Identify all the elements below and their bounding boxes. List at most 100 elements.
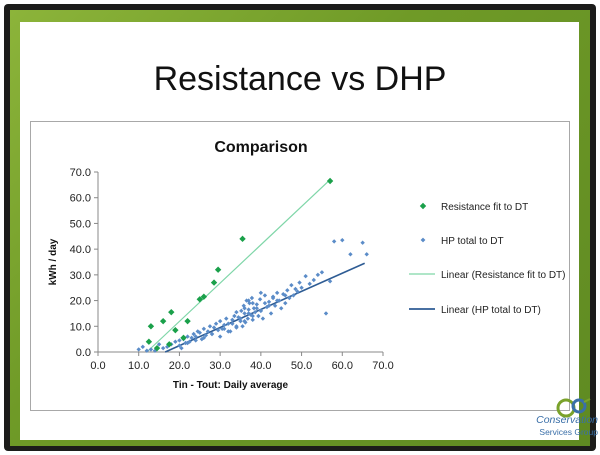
hp-data-point	[191, 331, 196, 337]
hp-data-point	[262, 300, 268, 306]
legend-resistance-trend-label: Linear (Resistance fit to DT)	[441, 270, 566, 281]
x-tick-label: 40.0	[250, 360, 271, 372]
resistance-data-point	[184, 317, 191, 325]
hp-data-point	[203, 333, 209, 338]
hp-data-point	[331, 239, 337, 244]
resistance-data-point	[145, 338, 153, 345]
hp-data-point	[264, 304, 270, 310]
hp-data-point	[293, 286, 298, 292]
hp-trendline	[164, 262, 366, 353]
resistance-data-point	[147, 323, 155, 330]
logo-text-conservation: Conservation	[536, 414, 598, 426]
resistance-data-point	[168, 308, 175, 316]
x-tick-label: 60.0	[332, 360, 353, 372]
hp-data-point	[240, 324, 245, 329]
x-axis-title: Tin - Tout: Daily average	[173, 380, 289, 391]
hp-data-point	[291, 293, 296, 298]
hp-data-point	[323, 311, 329, 316]
hp-data-point	[266, 299, 272, 305]
hp-data-point	[266, 303, 272, 308]
hp-data-point	[327, 279, 333, 284]
chart-container: Comparison 0.0 10.0 20.0 30.0 40.0 50.0 60.0 70.…	[30, 121, 570, 411]
hp-data-point	[222, 322, 227, 328]
hp-data-point	[234, 324, 239, 329]
y-tick-label: 10.0	[70, 321, 91, 333]
hp-data-point	[217, 318, 223, 324]
hp-data-point	[193, 338, 198, 343]
hp-data-point	[274, 290, 280, 296]
hp-data-point	[283, 293, 288, 298]
hp-data-point	[246, 311, 251, 316]
resistance-data-point	[326, 177, 334, 185]
hp-data-point	[287, 295, 292, 301]
hp-data-point	[364, 252, 369, 257]
y-tick-label: 20.0	[70, 296, 91, 308]
hp-data-point	[272, 303, 278, 308]
hp-data-point	[260, 316, 266, 321]
hp-data-point	[283, 300, 288, 306]
resistance-data-point	[214, 266, 222, 273]
hp-data-point	[211, 325, 217, 330]
hp-data-point	[226, 321, 231, 326]
legend-hp-marker	[420, 237, 426, 243]
hp-data-point	[257, 297, 263, 302]
hp-data-point	[279, 306, 284, 311]
resistance-data-point	[159, 317, 167, 325]
resistance-data-point	[196, 296, 203, 303]
hp-data-point	[234, 309, 239, 315]
hp-data-point	[251, 306, 257, 311]
hp-data-point	[256, 313, 261, 319]
resistance-data-point	[200, 293, 208, 300]
hp-data-point	[177, 338, 182, 343]
csg-logo-icon	[556, 398, 591, 418]
hp-data-point	[246, 307, 251, 312]
hp-data-point	[144, 348, 150, 353]
resistance-data-point	[239, 235, 246, 243]
hp-data-point	[173, 339, 178, 344]
resistance-trendline	[146, 179, 331, 353]
hp-data-point	[246, 298, 251, 303]
resistance-data-point	[166, 341, 173, 348]
hp-data-point	[295, 289, 300, 294]
comparison-chart: Comparison 0.0 10.0 20.0 30.0 40.0 50.0 60.0 70.…	[48, 139, 566, 391]
hp-data-point	[348, 252, 353, 257]
hp-data-point	[268, 311, 274, 316]
hp-data-point	[156, 342, 162, 347]
y-tick-label: 40.0	[70, 244, 91, 256]
hp-data-point	[197, 330, 202, 335]
hp-data-point	[319, 270, 325, 275]
x-tick-label: 30.0	[209, 360, 230, 372]
hp-data-point	[250, 313, 255, 319]
y-tick-label: 50.0	[70, 218, 91, 230]
hp-data-point	[258, 290, 264, 296]
x-tick-label: 10.0	[128, 360, 149, 372]
hp-data-point	[250, 300, 255, 306]
x-tick-label: 20.0	[169, 360, 190, 372]
hp-data-point	[242, 318, 247, 324]
hp-data-point	[242, 311, 247, 316]
slide-title: Resistance vs DHP	[153, 60, 447, 98]
hp-data-point	[209, 331, 215, 337]
hp-data-point	[297, 280, 302, 285]
hp-data-point	[242, 306, 247, 311]
hp-data-point	[299, 285, 304, 290]
hp-data-point	[201, 326, 207, 332]
hp-data-point	[274, 298, 280, 303]
logo-text-services-group: Services Group	[539, 427, 598, 437]
y-tick-label: 70.0	[70, 167, 91, 179]
hp-data-point	[289, 282, 294, 288]
resistance-data-point	[210, 279, 218, 286]
hp-data-point	[303, 273, 308, 279]
hp-data-point	[148, 347, 154, 352]
hp-data-point	[262, 293, 268, 298]
y-tick-label: 60.0	[70, 193, 91, 205]
hp-data-point	[250, 317, 255, 323]
x-tick-label: 50.0	[291, 360, 312, 372]
hp-data-point	[311, 277, 316, 283]
hp-data-point	[140, 344, 145, 350]
hp-data-point	[239, 308, 244, 314]
hp-data-point	[241, 303, 246, 308]
hp-data-point	[315, 272, 321, 278]
hp-data-point	[217, 334, 223, 339]
hp-data-point	[285, 288, 290, 293]
